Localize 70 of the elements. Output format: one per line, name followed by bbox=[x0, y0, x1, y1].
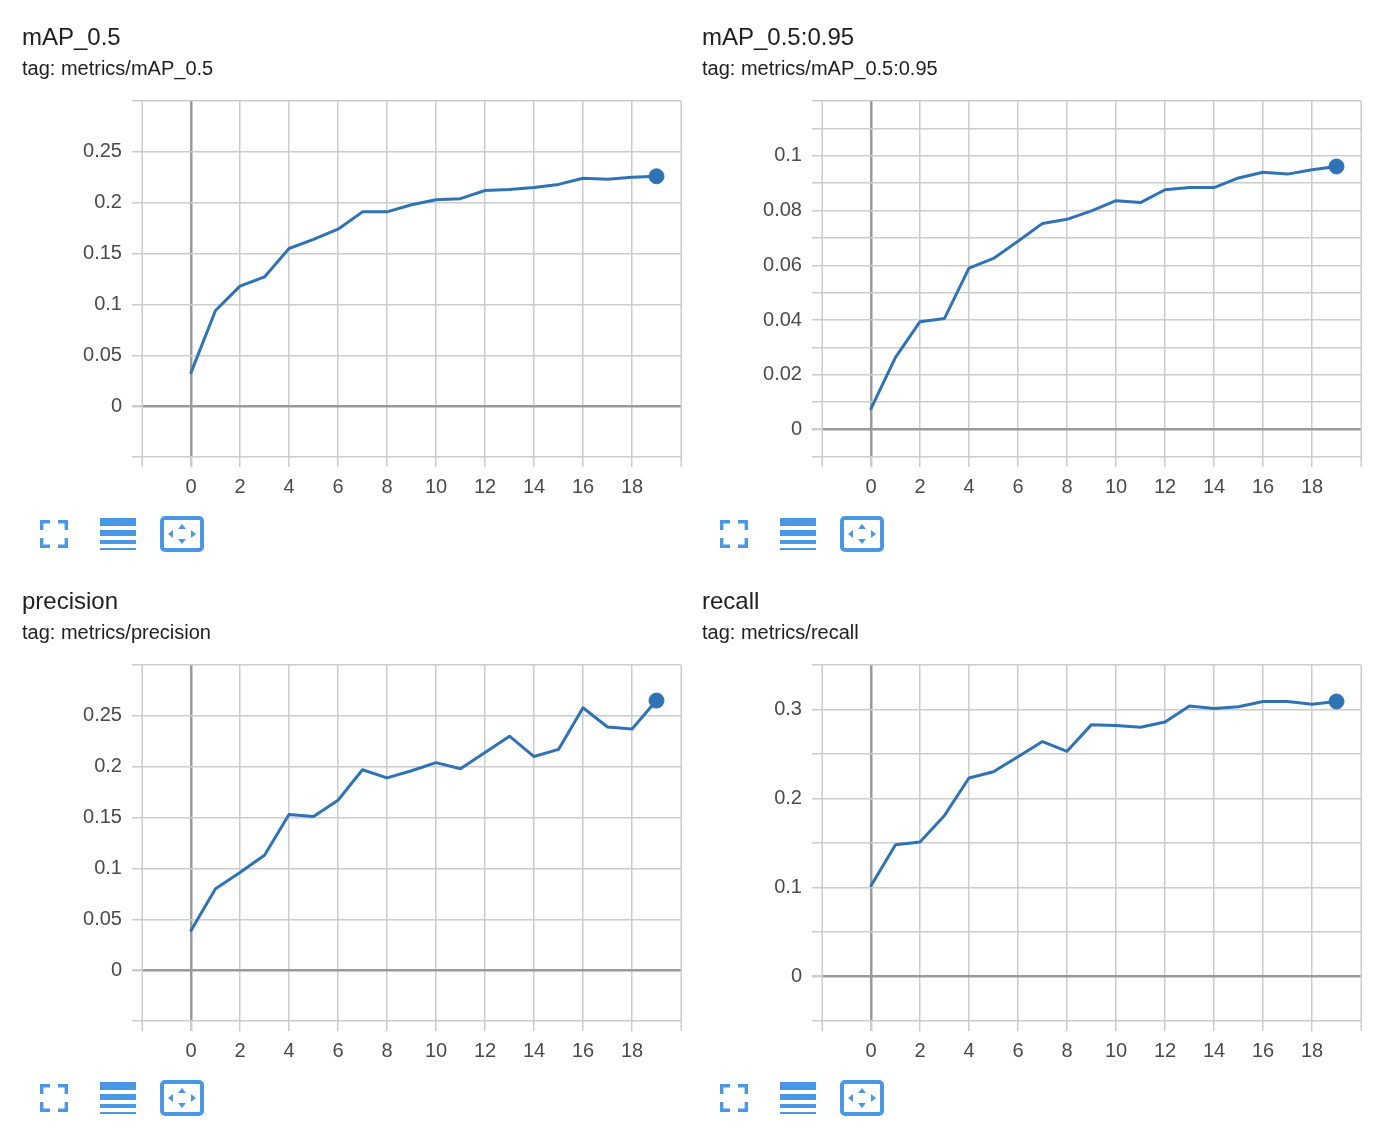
x-tick-label: 18 bbox=[1300, 474, 1324, 497]
y-tick-label: 0.04 bbox=[763, 307, 802, 330]
x-tick-label: 10 bbox=[424, 1038, 448, 1061]
x-tick-label: 8 bbox=[1061, 474, 1073, 497]
x-tick-label: 2 bbox=[234, 474, 246, 497]
y-tick-label: 0.05 bbox=[83, 342, 122, 365]
x-tick-label: 6 bbox=[1012, 1038, 1024, 1061]
x-tick-label: 8 bbox=[381, 474, 393, 497]
x-tick-label: 4 bbox=[963, 474, 975, 497]
y-tick-label: 0.1 bbox=[94, 855, 122, 878]
x-tick-label: 14 bbox=[522, 1038, 546, 1061]
x-tick-label: 8 bbox=[381, 1038, 393, 1061]
y-tick-label: 0 bbox=[110, 393, 122, 416]
chart-title: recall bbox=[702, 586, 760, 616]
y-tick-label: 0 bbox=[790, 964, 802, 987]
x-tick-label: 16 bbox=[1251, 1038, 1275, 1061]
x-tick-label: 6 bbox=[332, 474, 344, 497]
x-tick-label: 18 bbox=[620, 1038, 644, 1061]
x-tick-label: 2 bbox=[914, 1038, 926, 1061]
y-tick-label: 0.3 bbox=[774, 697, 802, 720]
x-tick-label: 0 bbox=[185, 474, 197, 497]
x-tick-label: 10 bbox=[1104, 474, 1128, 497]
chart-subtitle: tag: metrics/recall bbox=[702, 620, 859, 644]
x-tick-label: 10 bbox=[1104, 1038, 1128, 1061]
y-tick-label: 0.2 bbox=[774, 786, 802, 809]
x-tick-label: 16 bbox=[571, 1038, 595, 1061]
x-tick-label: 14 bbox=[522, 474, 546, 497]
y-tick-label: 0.08 bbox=[763, 198, 802, 221]
x-tick-label: 0 bbox=[865, 1038, 877, 1061]
y-tick-label: 0.2 bbox=[94, 754, 122, 777]
y-tick-label: 0 bbox=[790, 417, 802, 440]
y-tick-label: 0.15 bbox=[83, 241, 122, 264]
x-tick-label: 2 bbox=[234, 1038, 246, 1061]
x-tick-label: 8 bbox=[1061, 1038, 1073, 1061]
x-tick-label: 0 bbox=[185, 1038, 197, 1061]
x-tick-label: 16 bbox=[571, 474, 595, 497]
y-tick-label: 0.1 bbox=[774, 875, 802, 898]
x-tick-label: 10 bbox=[424, 474, 448, 497]
y-tick-label: 0.25 bbox=[83, 703, 122, 726]
x-tick-label: 4 bbox=[283, 474, 295, 497]
chart-subtitle: tag: metrics/mAP_0.5 bbox=[22, 56, 214, 80]
y-tick-label: 0.25 bbox=[83, 139, 122, 162]
x-tick-label: 12 bbox=[473, 474, 497, 497]
x-tick-label: 6 bbox=[332, 1038, 344, 1061]
y-tick-label: 0.06 bbox=[763, 252, 802, 275]
y-tick-label: 0.02 bbox=[763, 362, 802, 385]
y-tick-label: 0 bbox=[110, 957, 122, 980]
y-tick-label: 0.05 bbox=[83, 906, 122, 929]
x-tick-label: 0 bbox=[865, 474, 877, 497]
y-tick-label: 0.15 bbox=[83, 805, 122, 828]
chart-title: precision bbox=[22, 586, 119, 616]
x-tick-label: 12 bbox=[1153, 474, 1177, 497]
x-tick-label: 12 bbox=[1153, 1038, 1177, 1061]
x-tick-label: 4 bbox=[963, 1038, 975, 1061]
x-tick-label: 16 bbox=[1251, 474, 1275, 497]
x-tick-label: 6 bbox=[1012, 474, 1024, 497]
x-tick-label: 2 bbox=[914, 474, 926, 497]
chart-title: mAP_0.5:0.95 bbox=[702, 22, 855, 52]
x-tick-label: 12 bbox=[473, 1038, 497, 1061]
chart-subtitle: tag: metrics/mAP_0.5:0.95 bbox=[702, 56, 938, 80]
chart-title: mAP_0.5 bbox=[22, 22, 121, 52]
y-tick-label: 0.1 bbox=[774, 143, 802, 166]
y-tick-label: 0.1 bbox=[94, 291, 122, 314]
y-tick-label: 0.2 bbox=[94, 190, 122, 213]
x-tick-label: 14 bbox=[1202, 474, 1226, 497]
x-tick-label: 4 bbox=[283, 1038, 295, 1061]
chart-subtitle: tag: metrics/precision bbox=[22, 620, 211, 644]
x-tick-label: 18 bbox=[620, 474, 644, 497]
x-tick-label: 18 bbox=[1300, 1038, 1324, 1061]
x-tick-label: 14 bbox=[1202, 1038, 1226, 1061]
